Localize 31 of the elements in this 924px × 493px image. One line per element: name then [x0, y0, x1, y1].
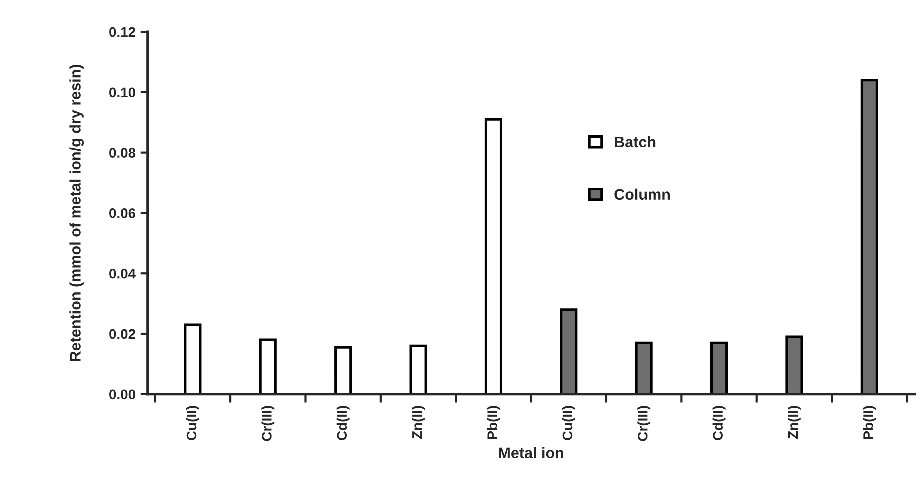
y-axis-title: Retention (mmol of metal ion/g dry resin) [70, 65, 84, 362]
x-tick-label: Cu(II) [562, 406, 576, 440]
bar [410, 344, 428, 394]
x-axis-title: Metal ion [499, 447, 564, 459]
bar [560, 308, 578, 394]
y-tick-label: 0.00 [110, 390, 136, 400]
y-tick-label: 0.02 [110, 329, 136, 340]
x-tick-label: Cu(II) [186, 406, 200, 440]
x-tick-label: Cd(II) [712, 406, 726, 440]
bar [259, 338, 277, 394]
x-tick-label: Cr(III) [262, 406, 275, 442]
x-tick-label: Zn(II) [412, 406, 425, 440]
bar [334, 346, 352, 394]
bar [484, 118, 502, 394]
legend-label: Batch [615, 136, 656, 148]
x-tick-label: Pb(II) [487, 406, 500, 440]
bar [786, 336, 804, 394]
x-tick-label: Zn(II) [788, 406, 801, 440]
y-tick-label: 0.10 [110, 88, 136, 98]
y-tick-label: 0.04 [110, 268, 136, 279]
y-tick-label: 0.12 [110, 27, 136, 38]
y-tick-label: 0.08 [110, 148, 136, 158]
bar [710, 342, 728, 394]
bar [184, 324, 202, 394]
bar [860, 79, 878, 394]
x-tick-label: Cd(II) [336, 406, 350, 440]
legend-label: Column [614, 188, 670, 200]
x-tick-label: Cr(III) [638, 406, 651, 442]
x-tick-label: Pb(II) [863, 406, 876, 440]
y-tick-label: 0.06 [110, 208, 136, 218]
bar [635, 342, 653, 394]
